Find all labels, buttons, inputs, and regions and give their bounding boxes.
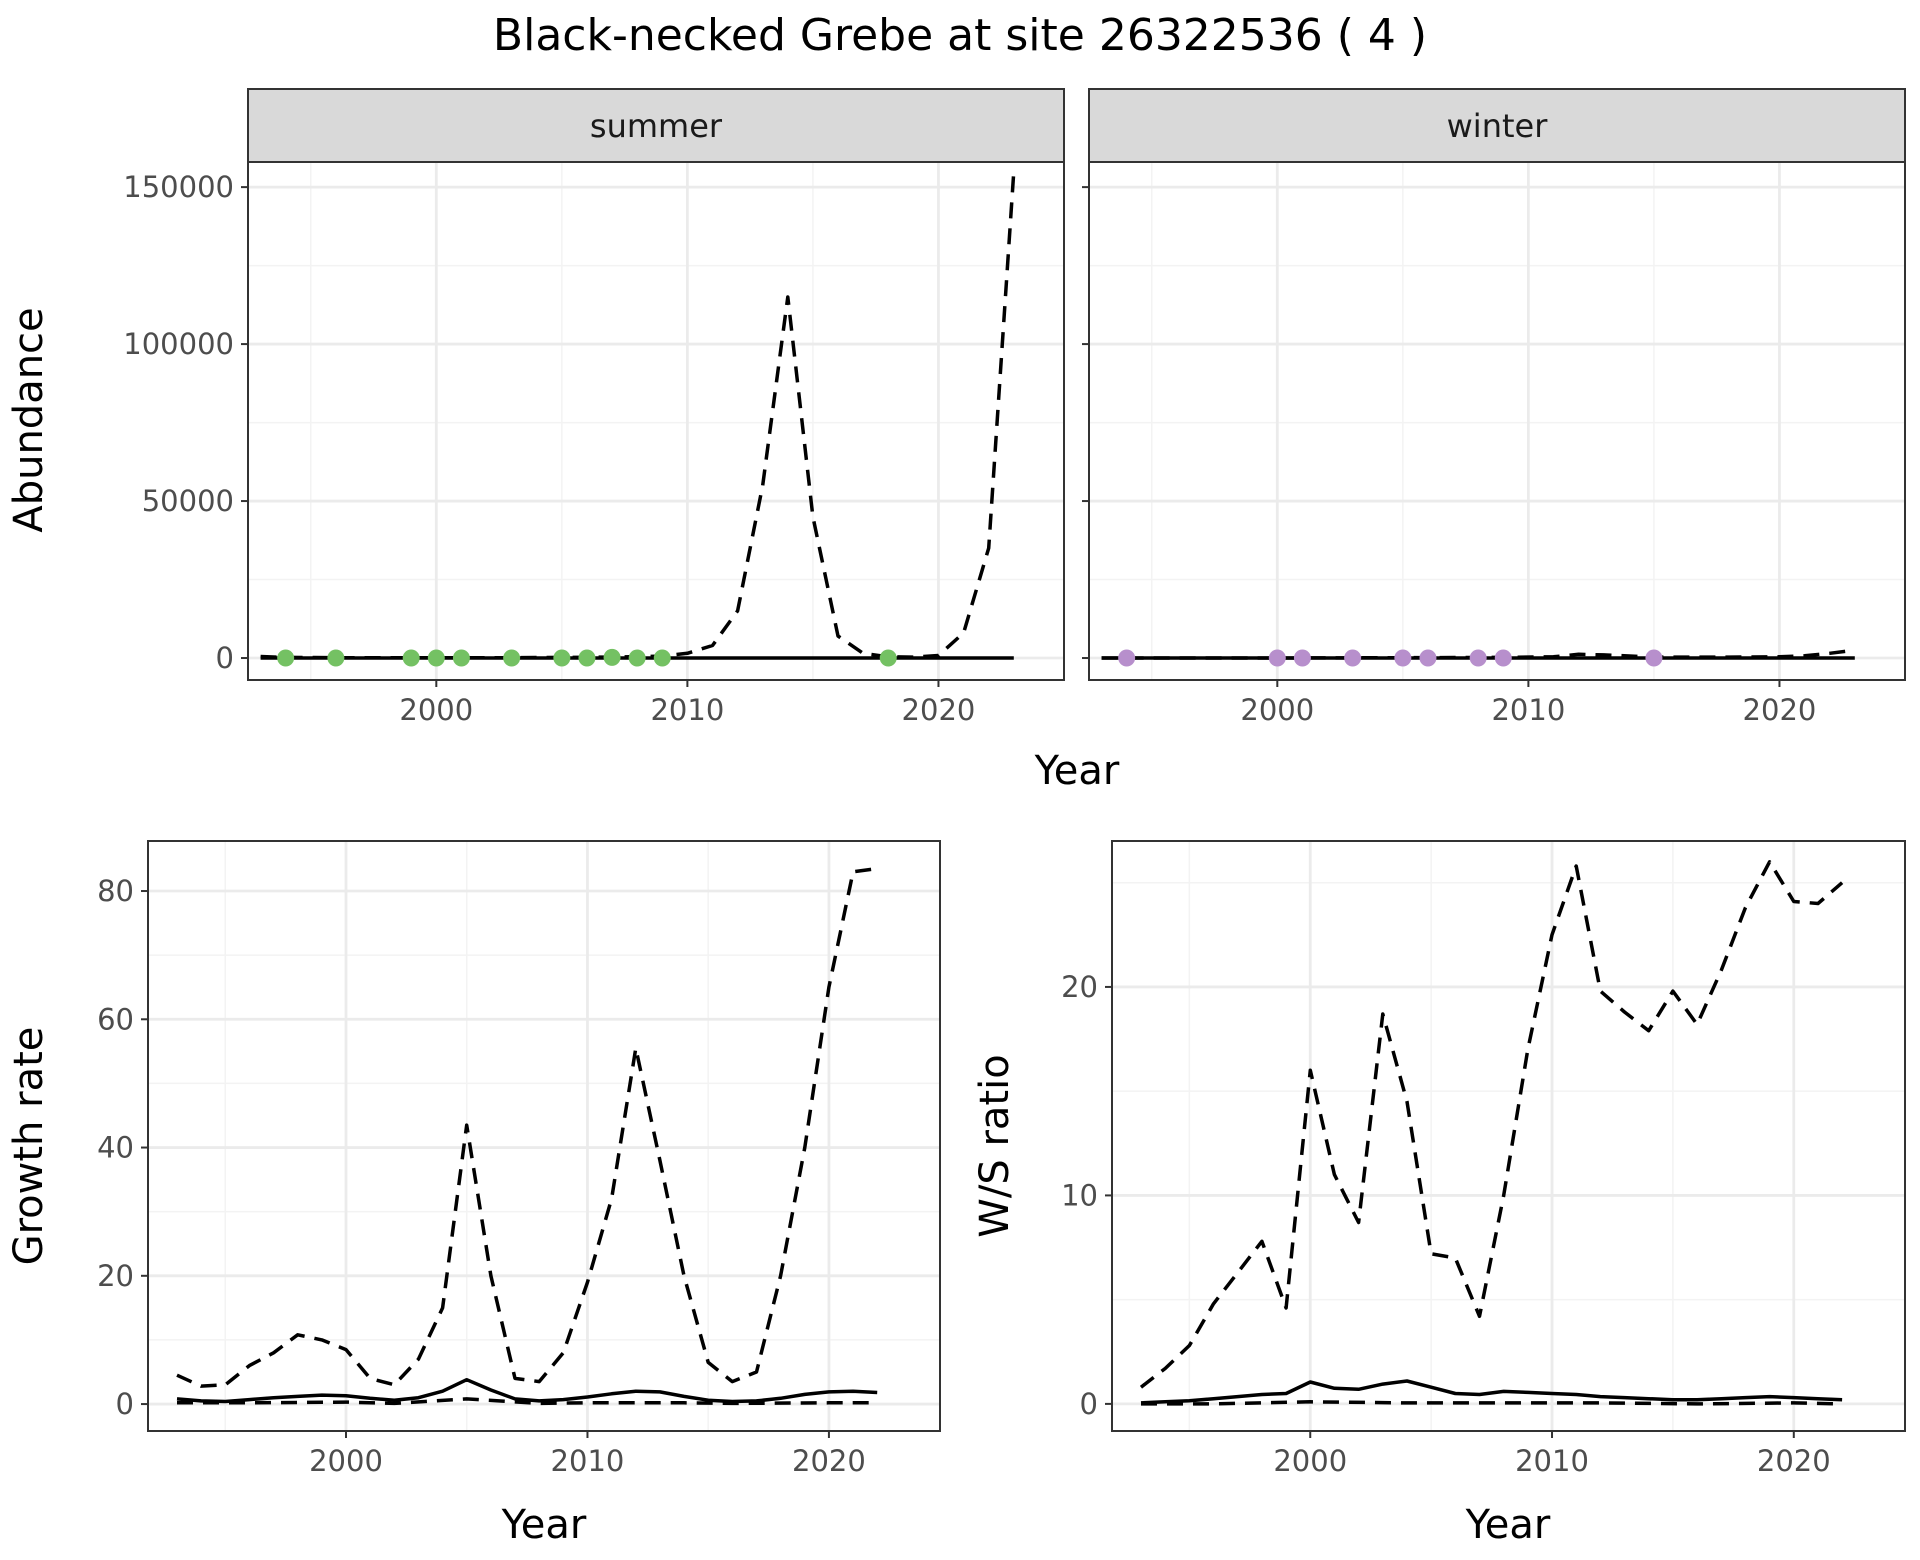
data-point xyxy=(452,649,470,667)
data-point xyxy=(402,649,420,667)
strip-winter xyxy=(1088,88,1906,163)
data-point xyxy=(603,648,621,666)
data-point xyxy=(1419,649,1437,667)
x-axis-title-ws: Year xyxy=(1465,1502,1551,1548)
y-tick-label: 0 xyxy=(116,1387,134,1421)
data-point xyxy=(653,649,671,667)
panel-border xyxy=(147,840,941,1432)
panel-summer-abundance: 2000 2010 2020 0 50000 100000 150000 xyxy=(123,161,1065,727)
panel-winter-abundance: 2000 2010 2020 xyxy=(1082,161,1906,727)
y-tick-label: 0 xyxy=(1080,1387,1098,1421)
y-axis-title-ws: W/S ratio xyxy=(972,1054,1018,1237)
data-point xyxy=(1118,649,1136,667)
strip-winter-label: winter xyxy=(1447,107,1549,145)
data-point xyxy=(277,649,295,667)
data-point xyxy=(1293,649,1311,667)
strip-summer-label: summer xyxy=(590,107,723,145)
y-tick-label: 0 xyxy=(216,641,234,675)
data-point xyxy=(1469,649,1487,667)
data-point xyxy=(553,649,571,667)
data-point xyxy=(1268,649,1286,667)
x-tick-label: 2000 xyxy=(1240,693,1314,727)
panel-border xyxy=(1111,840,1906,1432)
x-tick-label: 2010 xyxy=(1515,1444,1589,1478)
data-point xyxy=(879,649,897,667)
data-point xyxy=(1494,649,1512,667)
series-line-dashed-1 xyxy=(1139,860,1844,1389)
panel-growth-rate: 2000 2010 2020 0 20 40 60 80 xyxy=(97,840,941,1478)
y-tick-label: 80 xyxy=(97,874,134,908)
y-tick-label: 50000 xyxy=(142,484,234,518)
data-point xyxy=(578,649,596,667)
series-line-dashed-2 xyxy=(1141,1400,1843,1406)
panel-border xyxy=(1088,161,1906,681)
y-tick-label: 60 xyxy=(97,1002,134,1036)
x-tick-label: 2020 xyxy=(1743,693,1817,727)
panel-border xyxy=(247,161,1065,681)
series-line-solid-0 xyxy=(176,1377,878,1404)
x-axis-title-growth: Year xyxy=(501,1502,587,1548)
y-axis-title-abundance: Abundance xyxy=(6,307,52,532)
y-tick-label: 40 xyxy=(97,1131,134,1165)
x-tick-label: 2020 xyxy=(902,693,976,727)
x-tick-label: 2020 xyxy=(792,1444,866,1478)
data-point xyxy=(1344,649,1362,667)
y-tick-label: 10 xyxy=(1061,1178,1098,1212)
y-tick-label: 100000 xyxy=(123,327,234,361)
data-point xyxy=(628,649,646,667)
y-tick-label: 20 xyxy=(97,1259,134,1293)
series-line-dashed-2 xyxy=(177,1397,878,1406)
x-tick-label: 2010 xyxy=(1491,693,1565,727)
data-point xyxy=(427,649,445,667)
figure-title: Black-necked Grebe at site 26322536 ( 4 … xyxy=(493,10,1427,61)
x-tick-label: 2000 xyxy=(399,693,473,727)
data-point xyxy=(1645,649,1663,667)
series-line-solid-0 xyxy=(1140,1379,1843,1405)
data-point xyxy=(503,649,521,667)
x-tick-label: 2000 xyxy=(1273,1444,1347,1478)
y-axis-title-growth: Growth rate xyxy=(6,1027,52,1266)
x-tick-label: 2010 xyxy=(650,693,724,727)
y-tick-label: 20 xyxy=(1061,970,1098,1004)
x-tick-label: 2010 xyxy=(551,1444,625,1478)
strip-summer xyxy=(247,88,1065,163)
x-axis-title-top: Year xyxy=(1034,748,1120,794)
data-point xyxy=(327,649,345,667)
series-line-dashed-1 xyxy=(176,866,878,1388)
x-tick-label: 2020 xyxy=(1757,1444,1831,1478)
series-line-dashed-1 xyxy=(260,171,1016,660)
panel-ws-ratio: 2000 2010 2020 0 10 20 xyxy=(1061,840,1906,1478)
y-tick-label: 150000 xyxy=(123,170,234,204)
data-point xyxy=(1394,649,1412,667)
x-tick-label: 2000 xyxy=(309,1444,383,1478)
